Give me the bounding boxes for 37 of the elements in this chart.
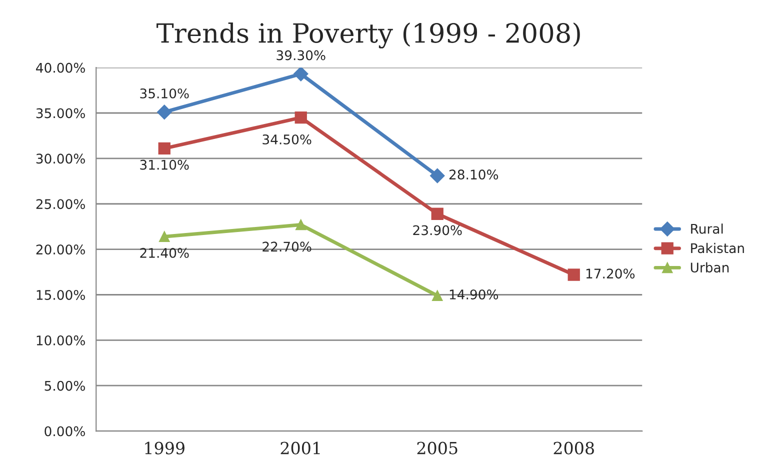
y-tick-label: 35.00% [36, 108, 85, 118]
data-label: 14.90% [450, 290, 498, 300]
x-tick-label: 2001 [280, 442, 320, 454]
legend-label: Urban [690, 262, 729, 273]
point [293, 68, 308, 82]
data-label: 17.20% [586, 268, 635, 279]
data-label: 23.90% [413, 225, 462, 236]
data-label: 31.10% [140, 160, 189, 170]
legend-label: Pakistan [691, 242, 744, 254]
x-tick-label: 2008 [554, 442, 594, 454]
chart-title: Trends in Poverty (1999 - 2008) [156, 22, 580, 48]
data-label: 21.40% [140, 248, 189, 258]
point [158, 231, 170, 242]
legend-label: Rural [691, 224, 723, 234]
y-tick-label: 10.00% [36, 335, 85, 346]
point [568, 268, 580, 281]
data-label: 28.10% [449, 170, 498, 180]
y-tick-label: 5.00% [44, 380, 85, 391]
y-tick-label: 25.00% [36, 199, 85, 210]
point [156, 104, 172, 120]
point [430, 168, 445, 184]
point [158, 142, 170, 155]
data-label: 39.30% [276, 50, 326, 60]
x-tick-label: 1999 [145, 442, 184, 454]
y-tick-label: 0.00% [44, 426, 85, 436]
point [295, 219, 306, 230]
data-label: 35.10% [140, 88, 189, 98]
data-label: 22.70% [262, 242, 312, 252]
y-tick-label: 30.00% [36, 154, 85, 164]
point [432, 290, 443, 302]
data-label: 34.50% [262, 134, 312, 144]
y-tick-label: 40.00% [36, 62, 85, 73]
y-tick-label: 15.00% [36, 290, 85, 300]
point [431, 208, 444, 220]
y-tick-label: 20.00% [36, 244, 85, 255]
point [294, 111, 307, 124]
x-tick-label: 2005 [417, 442, 458, 454]
